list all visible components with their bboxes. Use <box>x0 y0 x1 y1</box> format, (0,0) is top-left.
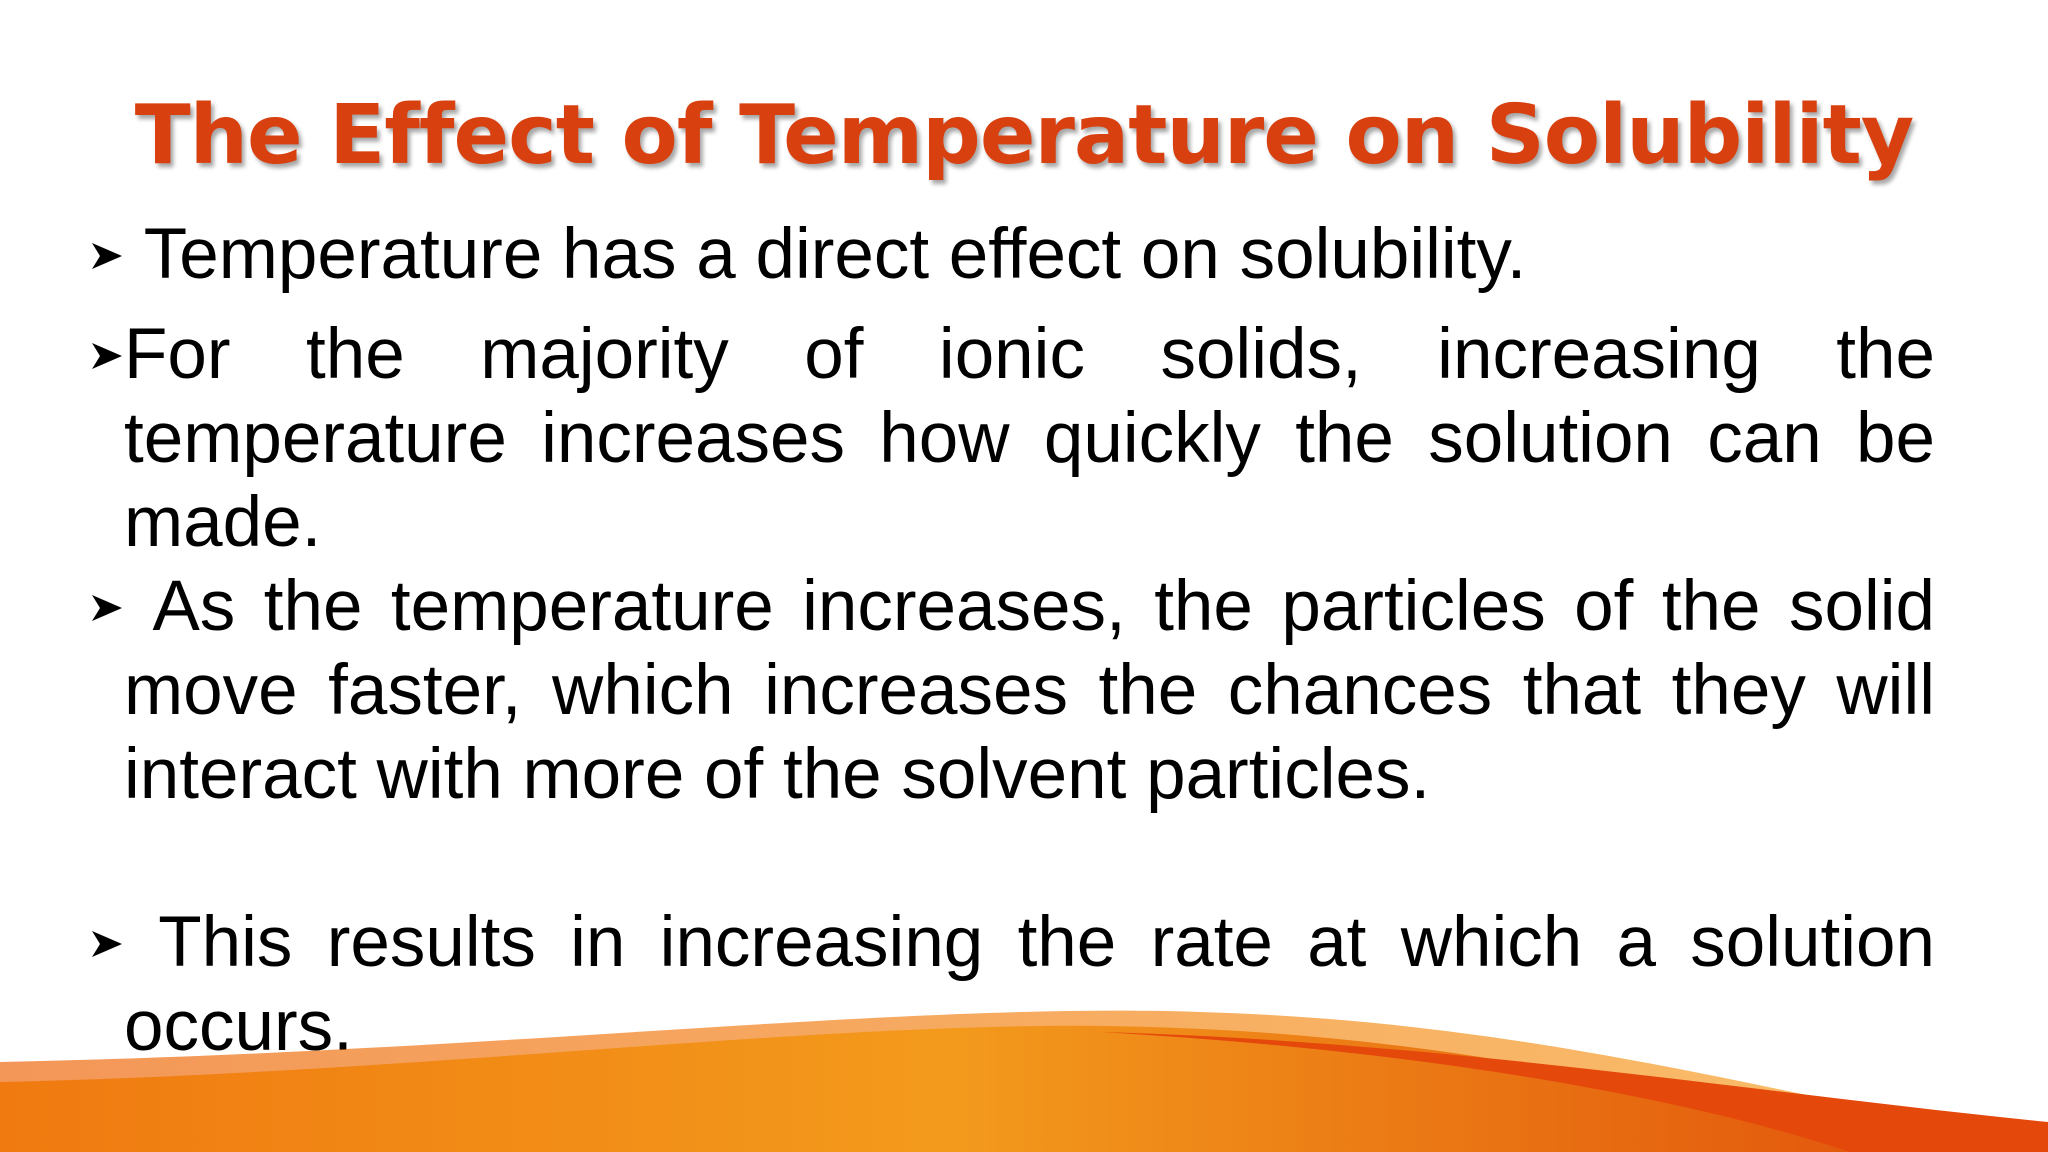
bullet-arrow <box>92 343 122 369</box>
bullet-text: For the majority of ionic solids, increa… <box>124 315 1935 562</box>
bullet: Temperature has a direct effect on solub… <box>92 213 1935 297</box>
bullet-arrow <box>92 595 122 621</box>
bullet-text: This results in increasing the rate at w… <box>124 903 1935 1066</box>
bullet-arrow <box>92 243 122 269</box>
bullet-arrow <box>92 931 122 957</box>
bullet: For the majority of ionic solids, increa… <box>92 313 1935 565</box>
slide-title: The Effect of Temperature on Solubility <box>134 88 1915 183</box>
bullet-text: As the temperature increases, the partic… <box>124 567 1935 814</box>
bullet: As the temperature increases, the partic… <box>92 565 1935 817</box>
bullet: This results in increasing the rate at w… <box>92 901 1935 1069</box>
decorative-wave <box>0 1010 2048 1152</box>
bullet-text: Temperature has a direct effect on solub… <box>143 215 1527 294</box>
